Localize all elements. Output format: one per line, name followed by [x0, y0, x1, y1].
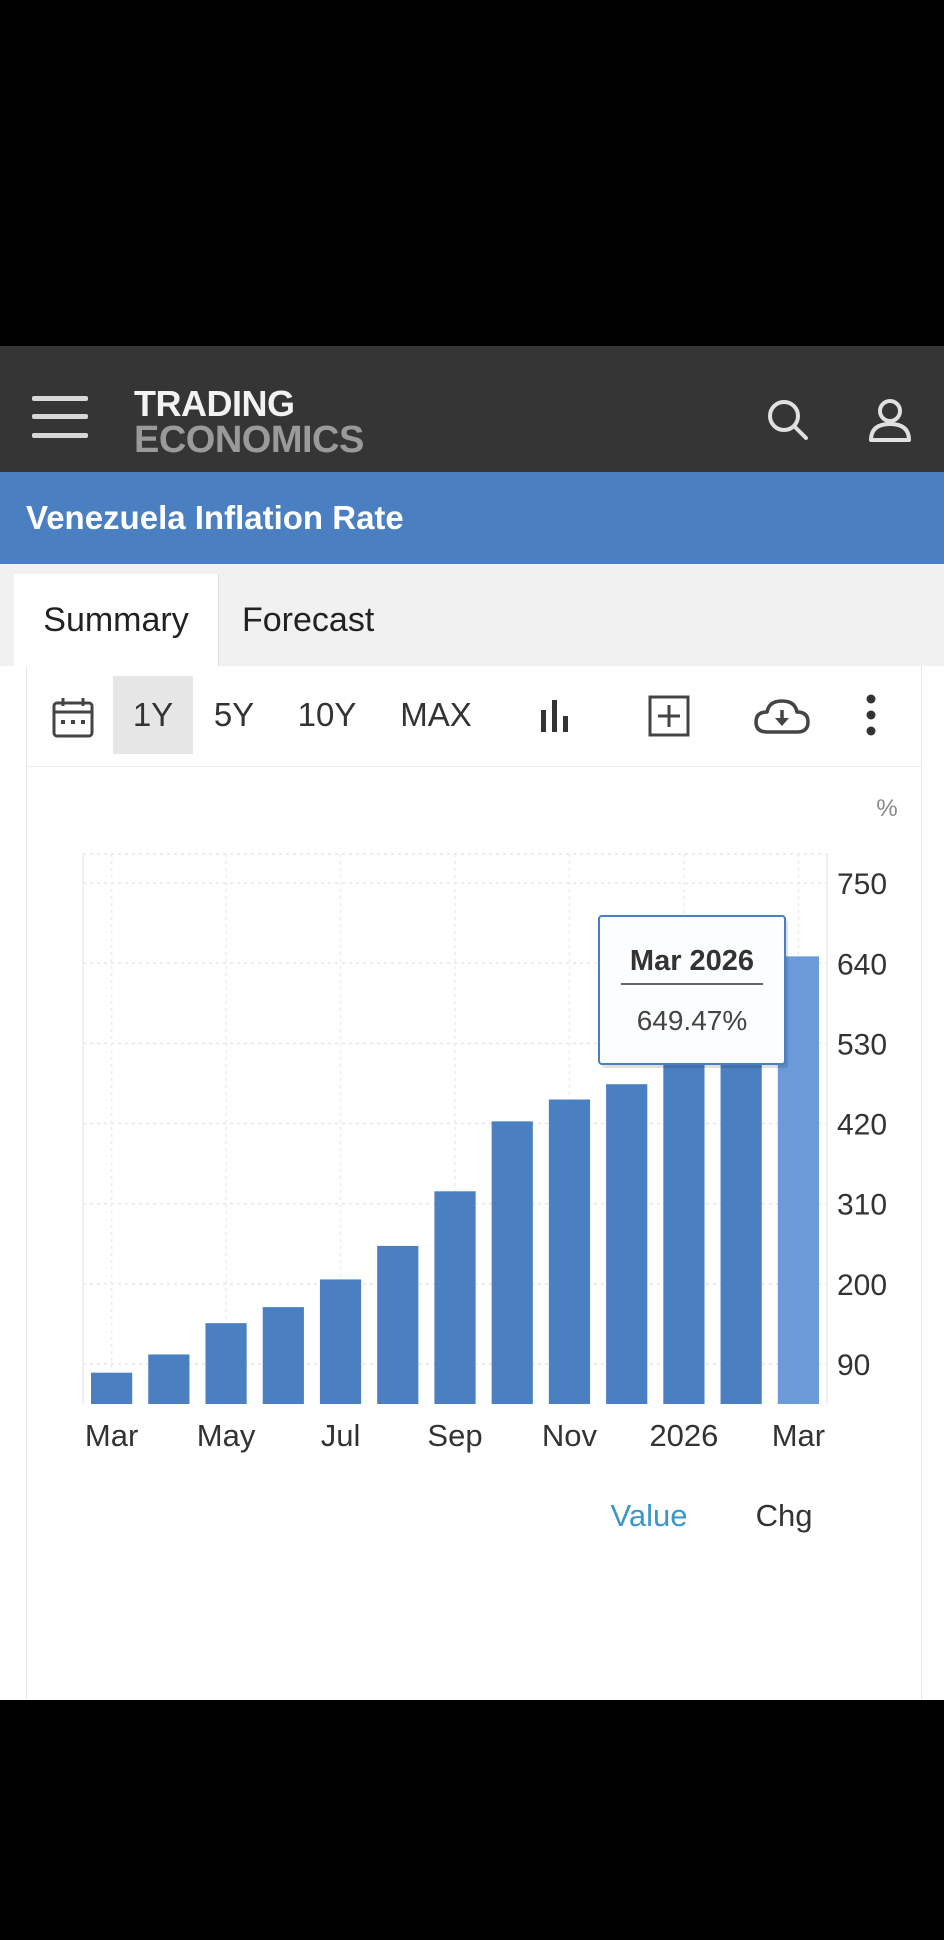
tooltip-box: [598, 915, 786, 1065]
x-tick-label: Nov: [542, 1418, 598, 1453]
brand-line2: ECONOMICS: [134, 419, 364, 461]
chart-toolbar: 1Y 5Y 10Y MAX: [27, 666, 921, 767]
range-5y-button[interactable]: 5Y: [213, 696, 255, 733]
hamburger-menu-icon[interactable]: [32, 396, 88, 438]
page-title-bar: Venezuela Inflation Rate: [0, 472, 944, 564]
x-tick-label: Mar: [85, 1418, 138, 1453]
legend-value-link[interactable]: Value: [611, 1498, 688, 1533]
x-tick-label: May: [197, 1418, 256, 1453]
search-icon[interactable]: [764, 396, 812, 444]
y-tick-label: 530: [837, 1028, 887, 1061]
bar-apr-2025: [148, 1354, 190, 1404]
y-tick-label: 750: [837, 868, 887, 901]
bar-mar-2025: [91, 1372, 133, 1404]
tooltip-value: 649.47%: [637, 1005, 748, 1036]
bar-jul-2025: [319, 1279, 362, 1404]
x-tick-label: Sep: [427, 1418, 482, 1453]
y-tick-label: 420: [837, 1109, 887, 1142]
bar-oct-2025: [491, 1121, 533, 1404]
calendar-icon[interactable]: [51, 696, 95, 745]
range-1y-button[interactable]: 1Y: [113, 676, 193, 754]
y-tick-label: 640: [837, 948, 887, 981]
cloud-download-icon[interactable]: [753, 696, 811, 741]
chart-card: 1Y 5Y 10Y MAX % 90 200 310 420 530 640 750 Mar Ma…: [26, 666, 922, 1700]
y-tick-label: 200: [837, 1269, 887, 1302]
bar-aug-2025: [377, 1245, 419, 1404]
y-tick-label: 310: [837, 1189, 887, 1222]
user-account-icon[interactable]: [866, 396, 914, 444]
range-max-button[interactable]: MAX: [400, 696, 472, 733]
bar-chart-icon[interactable]: [535, 696, 575, 741]
bar-sep-2025: [434, 1191, 476, 1404]
x-tick-label: Jul: [321, 1418, 361, 1453]
tab-summary[interactable]: Summary: [14, 574, 219, 666]
tab-bar: Summary Forecast: [0, 564, 944, 666]
brand-logo[interactable]: TRADING ECONOMICS: [134, 383, 364, 461]
unit-label: %: [876, 795, 897, 822]
range-10y-button[interactable]: 10Y: [297, 696, 357, 733]
bar-jan-2026: [663, 1027, 705, 1404]
bar-dec-2025: [606, 1084, 648, 1404]
tooltip-title: Mar 2026: [630, 945, 754, 977]
y-tick-label: 90: [837, 1349, 870, 1382]
tab-forecast[interactable]: Forecast: [242, 601, 375, 639]
brand-line1: TRADING: [134, 383, 295, 424]
bar-jun-2025: [262, 1307, 304, 1404]
inflation-bar-chart: % 90 200 310 420 530 640 750 Mar May Jul Sep Nov 2026…: [82, 795, 898, 1533]
legend-change-link[interactable]: Chg: [756, 1498, 813, 1533]
page-title: Venezuela Inflation Rate: [26, 499, 404, 536]
add-compare-icon[interactable]: [647, 694, 691, 743]
bar-nov-2025: [548, 1099, 591, 1404]
x-tick-label: 2026: [649, 1418, 718, 1453]
bar-may-2025: [205, 1323, 247, 1404]
app-header: TRADING ECONOMICS: [0, 346, 944, 472]
app-screen: TRADING ECONOMICS Venezuela Inflation Ra…: [0, 346, 944, 1700]
more-options-icon[interactable]: [865, 692, 877, 743]
x-tick-label: Mar: [772, 1418, 825, 1453]
